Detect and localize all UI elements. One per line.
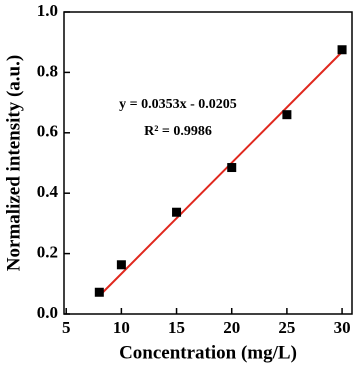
plot-frame bbox=[63, 11, 353, 315]
data-point bbox=[282, 110, 292, 120]
y-tick-label: 0.8 bbox=[37, 61, 58, 80]
y-tick-label: 0.4 bbox=[37, 182, 59, 201]
x-tick-label: 15 bbox=[168, 318, 185, 337]
y-tick-label: 0.6 bbox=[37, 122, 58, 141]
data-point bbox=[227, 163, 237, 173]
y-tick-label: 0.2 bbox=[37, 243, 58, 262]
annotation: y = 0.0353x - 0.0205 bbox=[119, 97, 237, 112]
data-point bbox=[94, 287, 104, 297]
x-tick-label: 30 bbox=[334, 318, 351, 337]
data-point bbox=[337, 45, 347, 55]
x-tick-label: 25 bbox=[278, 318, 295, 337]
x-tick-label: 5 bbox=[62, 318, 71, 337]
y-axis-label: Normalized intensity (a.u.) bbox=[3, 55, 24, 271]
annotation: R² = 0.9986 bbox=[144, 124, 212, 139]
x-tick-label: 20 bbox=[223, 318, 240, 337]
x-tick-label: 10 bbox=[113, 318, 130, 337]
x-axis-label: Concentration (mg/L) bbox=[119, 342, 297, 363]
y-tick-label: 1.0 bbox=[37, 1, 58, 20]
data-point bbox=[172, 207, 182, 217]
y-tick-label: 0.0 bbox=[37, 303, 58, 322]
data-point bbox=[116, 260, 126, 270]
fit-line bbox=[98, 51, 343, 297]
